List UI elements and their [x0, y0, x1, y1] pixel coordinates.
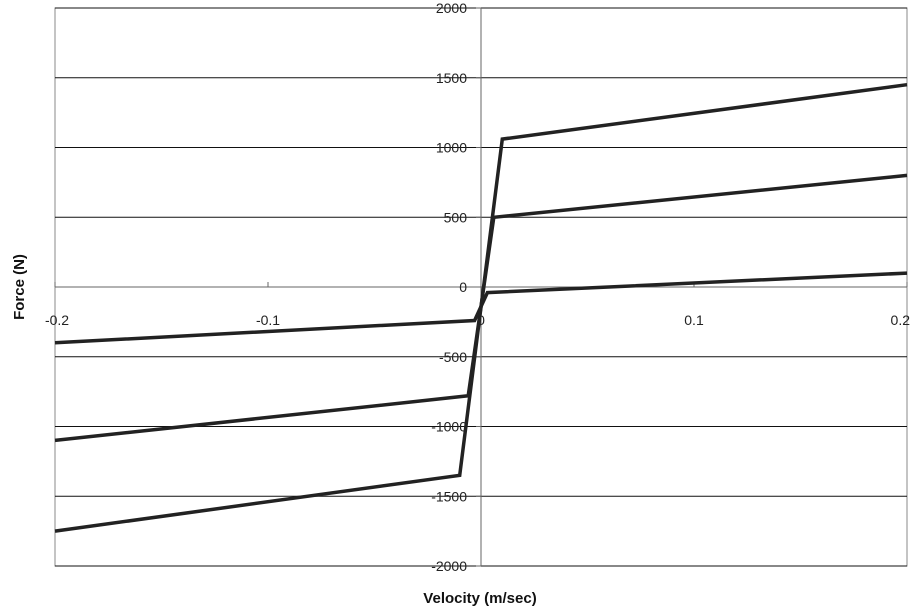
tick-labels: -0.2 -0.1 0 0.1 0.2 -2000 -1500 -1000 -500 0 500 10…: [45, 0, 910, 574]
x-tick-label: 0.1: [684, 312, 704, 328]
series-line-3: [54, 82, 908, 533]
y-tick-label: -1500: [431, 488, 467, 504]
y-tick-label: -2000: [431, 558, 467, 574]
y-tick-label: 2000: [436, 0, 467, 16]
y-tick-label: 1000: [436, 140, 467, 156]
y-tick-label: 0: [459, 279, 467, 295]
x-tick-label: 0.2: [891, 312, 911, 328]
y-tick-label: 500: [444, 209, 468, 225]
x-tick-label: -0.2: [45, 312, 69, 328]
y-tick-label: -1000: [431, 419, 467, 435]
y-tick-label: -500: [439, 349, 467, 365]
y-tick-label: 1500: [436, 70, 467, 86]
x-tick-label: 0: [477, 312, 485, 328]
x-tick-label: -0.1: [256, 312, 280, 328]
y-axis-title: Force (N): [11, 254, 28, 320]
series-group: [54, 82, 908, 533]
x-axis-title: Velocity (m/sec): [423, 590, 536, 607]
